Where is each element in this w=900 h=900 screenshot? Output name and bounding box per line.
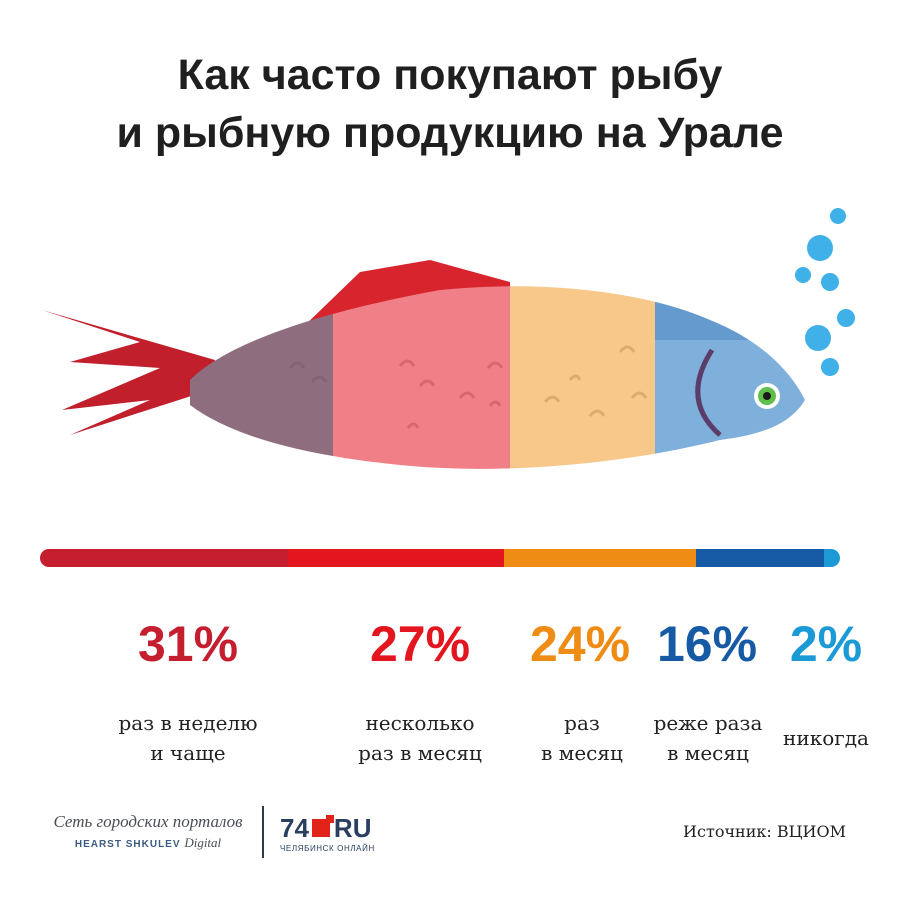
portal-name: Сеть городских порталов <box>53 812 243 831</box>
scale-icon <box>288 361 306 369</box>
bubble-icon <box>795 267 811 283</box>
bubble-icon <box>805 325 831 351</box>
percent-label-1: 31% <box>137 616 239 672</box>
bubble-icon <box>821 273 839 291</box>
scale-icon <box>618 345 636 353</box>
fish-section-2 <box>333 286 511 469</box>
portal-brand: HEARST SHKULEV Digital <box>48 835 248 851</box>
scale-icon <box>418 379 436 387</box>
scale-icon <box>458 391 476 399</box>
logo-square-icon <box>311 815 334 837</box>
fish-head-shade <box>655 286 805 340</box>
page-title: Как часто покупают рыбу и рыбную продукц… <box>0 46 900 162</box>
stacked-bar <box>40 549 840 567</box>
title-line-2: и рыбную продукцию на Урале <box>116 109 784 157</box>
category-label-1: раз в неделю и чаще <box>118 708 257 768</box>
category-label-line: раз в неделю <box>118 711 258 735</box>
bar-segment-5 <box>824 549 840 567</box>
percent-label-5: 2% <box>789 616 863 672</box>
category-label-line: и чаще <box>150 741 226 765</box>
bar-segment-1 <box>40 549 289 567</box>
scale-icon <box>488 400 502 407</box>
portal-brand-suffix: Digital <box>184 835 222 850</box>
fish-section-4 <box>655 286 805 469</box>
scale-icon <box>310 375 328 383</box>
category-label-line: раз <box>564 711 600 735</box>
logo-subtitle: ЧЕЛЯБИНСК ОНЛАЙН <box>280 844 375 853</box>
fish-section-3 <box>510 286 656 469</box>
scale-icon <box>486 361 504 369</box>
logo-number: 74 <box>280 813 309 843</box>
percent-label-2: 27% <box>369 616 471 672</box>
bar-segment-3 <box>504 549 697 567</box>
bubble-icon <box>830 208 846 224</box>
scale-icon <box>588 409 606 417</box>
fish-illustration <box>42 208 855 469</box>
scale-icon <box>406 422 420 429</box>
scale-icon <box>398 359 416 367</box>
site-logo: 74 RU ЧЕЛЯБИНСК ОНЛАЙН <box>280 814 375 853</box>
category-label-line: в месяц <box>667 741 749 765</box>
fish-scales-group <box>288 345 648 429</box>
category-label-line: реже раза <box>653 711 763 735</box>
category-label-line: никогда <box>783 726 869 750</box>
bar-segment-2 <box>288 549 505 567</box>
scale-icon <box>568 374 582 381</box>
category-label-4: реже раза в месяц <box>654 708 763 768</box>
bubbles-group <box>795 208 855 376</box>
title-line-1: Как часто покупают рыбу <box>177 51 723 99</box>
bubble-icon <box>807 235 833 261</box>
category-label-line: в месяц <box>541 741 623 765</box>
scale-icon <box>543 395 561 403</box>
category-label-3: раз в месяц <box>541 708 623 768</box>
bubble-icon <box>821 358 839 376</box>
percent-label-3: 24% <box>529 616 631 672</box>
logo-domain: RU <box>333 813 372 843</box>
scale-icon <box>630 391 648 399</box>
bar-segment-4 <box>696 549 825 567</box>
fish-gill-icon <box>695 348 722 437</box>
portal-logo: Сеть городских порталов HEARST SHKULEV D… <box>48 812 248 851</box>
fish-tail-icon <box>42 310 215 435</box>
category-label-5: никогда <box>783 723 869 753</box>
category-label-2: несколько раз в месяц <box>358 708 482 768</box>
bubble-icon <box>837 309 855 327</box>
category-label-line: несколько <box>365 711 475 735</box>
source-note: Источник: ВЦИОМ <box>683 822 846 841</box>
category-label-line: раз в месяц <box>358 741 482 765</box>
portal-brand-name: HEARST SHKULEV <box>74 839 181 850</box>
percent-label-4: 16% <box>656 616 758 672</box>
footer-divider <box>262 806 264 858</box>
fish-section-1 <box>190 286 334 469</box>
